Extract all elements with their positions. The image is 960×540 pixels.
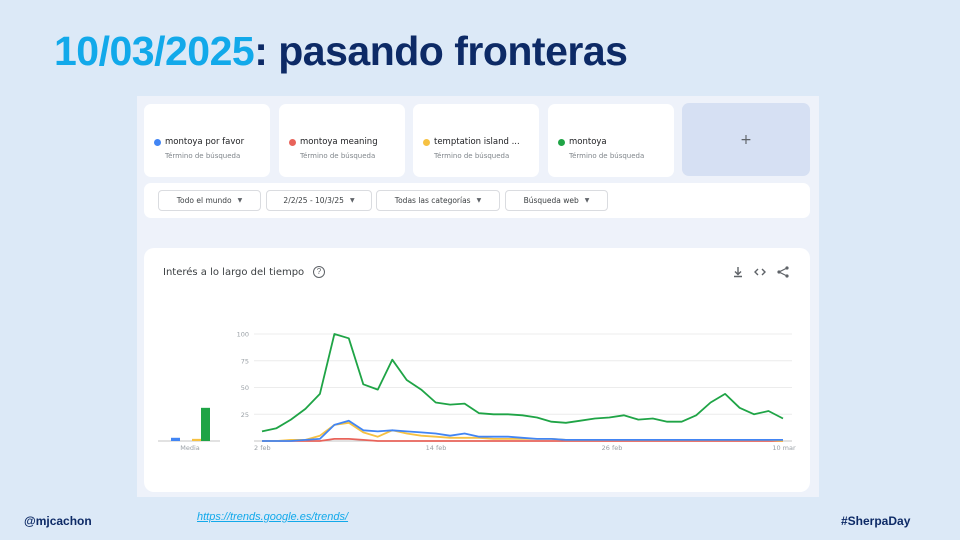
x-tick-label: 2 feb	[254, 444, 271, 452]
term-type: Término de búsqueda	[434, 152, 510, 160]
term-card-temptation-island[interactable]: temptation island ... Término de búsqued…	[413, 104, 539, 177]
embed-code-icon[interactable]	[753, 265, 767, 279]
date-range-filter[interactable]: 2/2/25 - 10/3/25 ▼	[266, 190, 372, 211]
search-type-filter[interactable]: Búsqueda web ▼	[505, 190, 608, 211]
term-name: montoya meaning	[300, 137, 378, 147]
add-term-button[interactable]: +	[682, 103, 810, 176]
filter-label: Todas las categorías	[394, 196, 471, 205]
region-filter[interactable]: Todo el mundo ▼	[158, 190, 261, 211]
google-trends-screenshot: montoya por favor Término de búsqueda mo…	[137, 96, 819, 497]
author-handle: @mjcachon	[24, 514, 92, 528]
term-type: Término de búsqueda	[165, 152, 241, 160]
filter-label: Búsqueda web	[523, 196, 579, 205]
term-name: temptation island ...	[434, 137, 520, 147]
average-bar	[171, 437, 180, 441]
plus-icon: +	[740, 131, 752, 148]
series-color-dot	[154, 139, 161, 146]
term-card-montoya[interactable]: montoya Término de búsqueda	[548, 104, 674, 177]
y-tick-label: 50	[241, 384, 249, 392]
slide-title: 10/03/2025: pasando fronteras	[54, 28, 628, 75]
y-tick-label: 75	[241, 357, 249, 365]
term-type: Término de búsqueda	[300, 152, 376, 160]
caret-down-icon: ▼	[237, 197, 243, 204]
series-line	[262, 437, 783, 442]
download-icon[interactable]	[731, 265, 745, 279]
term-type: Término de búsqueda	[569, 152, 645, 160]
category-filter[interactable]: Todas las categorías ▼	[376, 190, 500, 211]
term-card-montoya-meaning[interactable]: montoya meaning Término de búsqueda	[279, 104, 405, 177]
source-link[interactable]: https://trends.google.es/trends/	[197, 511, 349, 523]
y-tick-label: 25	[241, 411, 249, 419]
x-tick-label: 14 feb	[426, 444, 447, 452]
slide-title-text: : pasando fronteras	[254, 28, 628, 74]
filter-label: Todo el mundo	[176, 196, 232, 205]
series-line	[262, 419, 783, 442]
term-name: montoya por favor	[165, 137, 245, 147]
x-tick-label: 10 mar	[772, 444, 796, 452]
average-bar	[192, 438, 201, 441]
caret-down-icon: ▼	[349, 197, 355, 204]
interest-line-chart: 25 50 75 100 2 feb 14 feb 26 feb 10 mar Media	[158, 331, 796, 452]
series-color-dot	[558, 139, 565, 146]
interest-over-time-card: Interés a lo largo del tiempo ? 25 50 75 10…	[144, 248, 810, 492]
average-bar	[201, 407, 210, 441]
series-color-dot	[289, 139, 296, 146]
caret-down-icon: ▼	[584, 197, 590, 204]
filter-label: 2/2/25 - 10/3/25	[283, 196, 344, 205]
series-line	[261, 333, 784, 433]
chart-title: Interés a lo largo del tiempo	[163, 267, 305, 278]
y-tick-label: 100	[237, 331, 249, 339]
x-tick-label: 26 feb	[602, 444, 623, 452]
term-name: montoya	[569, 137, 607, 147]
filter-bar: Todo el mundo ▼ 2/2/25 - 10/3/25 ▼ Todas l…	[144, 183, 810, 218]
slide-title-date: 10/03/2025	[54, 28, 255, 74]
event-hashtag: #SherpaDay	[841, 514, 911, 528]
average-label: Media	[180, 444, 200, 452]
term-card-montoya-por-favor[interactable]: montoya por favor Término de búsqueda	[144, 104, 270, 177]
help-icon[interactable]: ?	[313, 266, 325, 278]
series-color-dot	[423, 139, 430, 146]
share-icon[interactable]	[776, 265, 790, 279]
caret-down-icon: ▼	[476, 197, 482, 204]
